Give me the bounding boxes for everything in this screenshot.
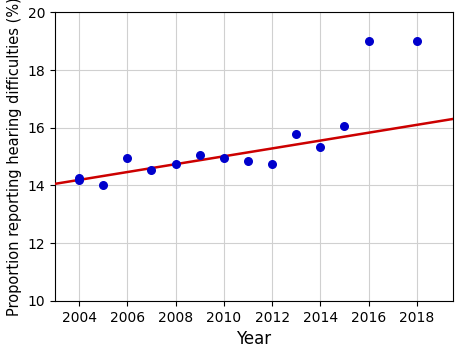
Point [268,161,275,166]
Point [412,38,420,44]
Point [75,177,83,182]
Point [147,167,155,173]
Point [244,158,251,164]
Point [292,131,299,136]
Y-axis label: Proportion reporting hearing difficulties (%): Proportion reporting hearing difficultie… [7,0,22,316]
Point [316,144,323,149]
Point [196,152,203,158]
Point [99,182,106,188]
Point [364,38,371,44]
X-axis label: Year: Year [236,330,271,348]
Point [172,161,179,166]
Point [75,175,83,181]
Point [220,155,227,161]
Point [340,124,347,129]
Point [123,155,131,161]
